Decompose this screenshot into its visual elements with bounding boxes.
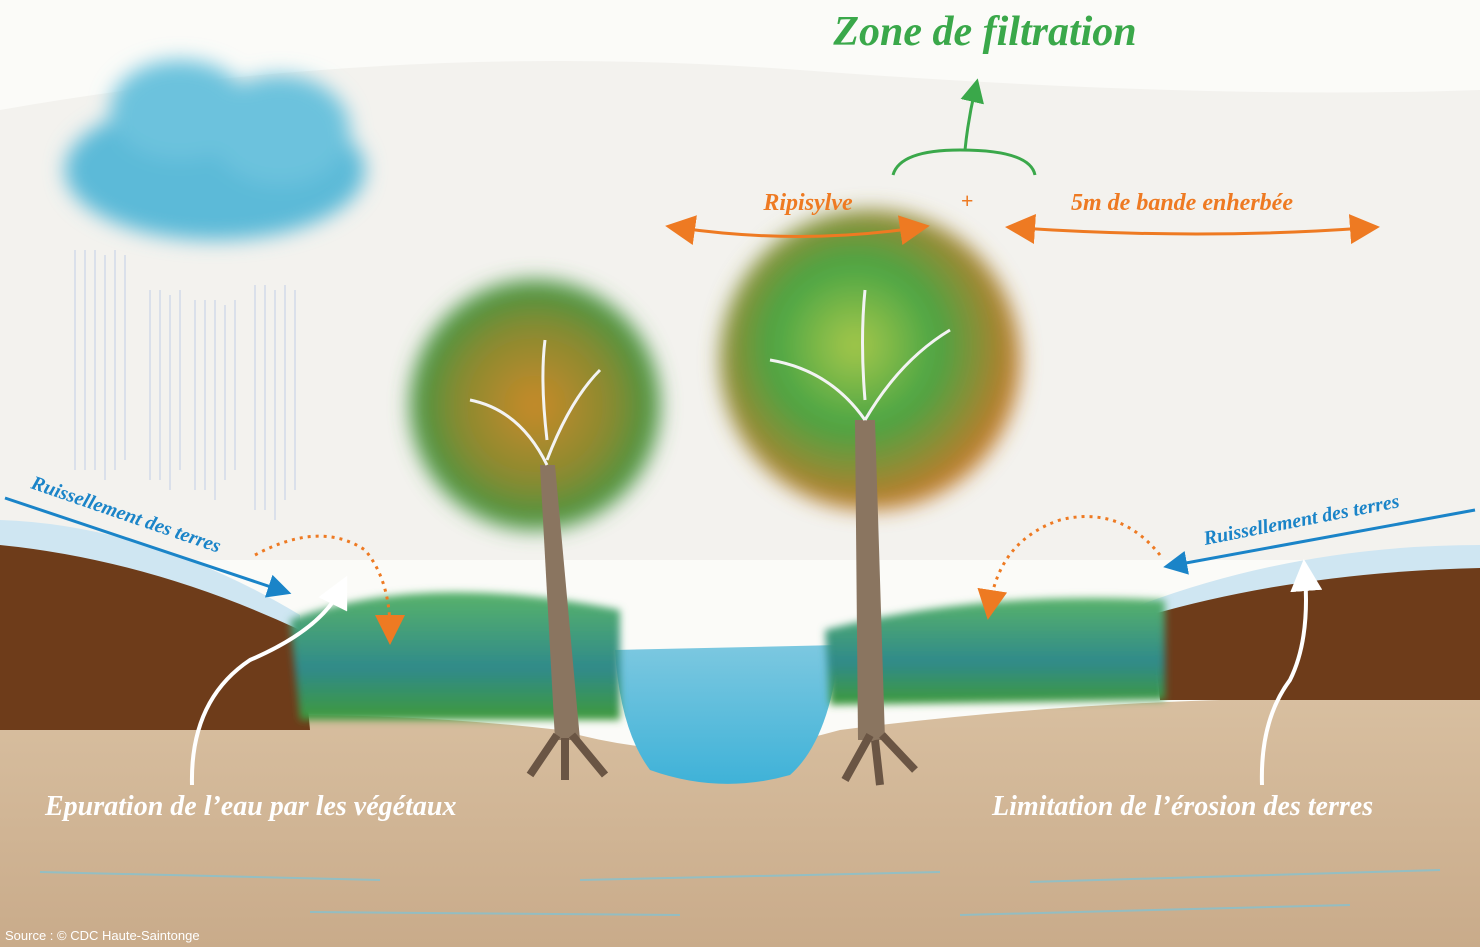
body: {"title": "Zone de filtration", "labels"… [0,0,1480,947]
title: Zone de filtration [832,9,1136,55]
label-ripisylve: Ripisylve [762,190,853,216]
page: html, body { margin: 0; padding: 0; widt… [0,0,1480,947]
label-epuration: Epuration de l’eau par les végétaux [44,791,456,822]
label-plus: + [961,188,974,213]
label-limitation: Limitation de l’érosion des terres [991,791,1373,822]
illustration: Zone de filtration Ripisylve + 5m de ban… [0,0,1480,947]
source: Source : © CDC Haute-Saintonge [5,928,200,943]
label-bande: 5m de bande enherbée [1071,190,1293,216]
